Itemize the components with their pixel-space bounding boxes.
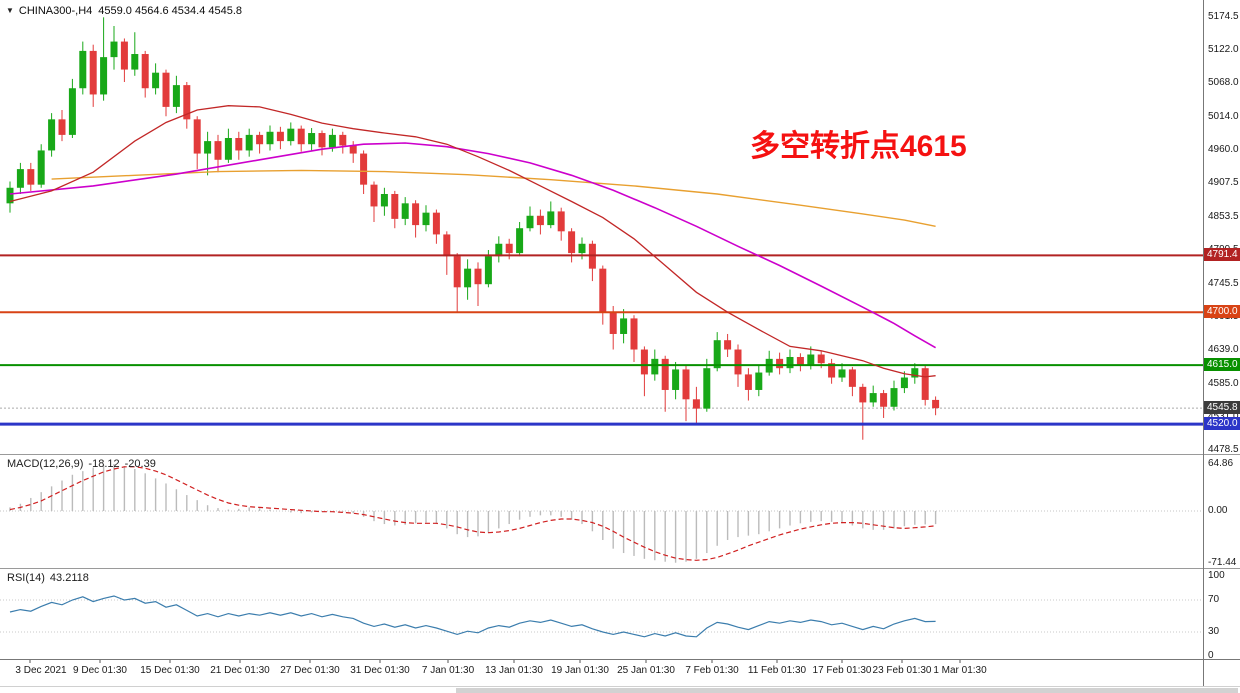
- time-axis-label: 27 Dec 01:30: [280, 665, 340, 676]
- rsi-value: 43.2118: [49, 572, 89, 584]
- price-axis-label: 4853.5: [1208, 210, 1239, 222]
- rsi-axis-label: 100: [1208, 570, 1225, 581]
- macd-histogram: [9, 463, 937, 563]
- price-axis-label: 4639.0: [1208, 344, 1239, 356]
- panel-separator-macd[interactable]: [0, 454, 1240, 455]
- macd-indicator-panel[interactable]: [0, 455, 1203, 568]
- ohlc-values: 4559.0 4564.6 4534.4 4545.8: [98, 5, 243, 17]
- price-axis-label: 4907.5: [1208, 177, 1239, 189]
- rsi-axis-label: 30: [1208, 626, 1220, 637]
- macd-axis-label: 64.86: [1208, 458, 1234, 469]
- rsi-axis-label: 70: [1208, 594, 1220, 605]
- ma-fast-red-line: [9, 105, 936, 378]
- horizontal-scrollbar[interactable]: [0, 686, 1240, 693]
- macd-name: MACD(12,26,9): [7, 458, 84, 470]
- main-price-panel[interactable]: [0, 0, 1203, 454]
- macd-axis-label: 0.00: [1208, 505, 1228, 516]
- collapse-chart-icon[interactable]: ▼: [6, 6, 14, 15]
- price-axis-label: 5174.5: [1208, 11, 1239, 22]
- macd-axis-label: -71.44: [1208, 556, 1237, 568]
- macd-value-signal: -20.39: [124, 458, 156, 470]
- price-axis[interactable]: 5174.5 5122.0 5068.0 5014.0 4960.0 4907.5 4853…: [1203, 0, 1240, 686]
- time-axis-label: 25 Jan 01:30: [617, 665, 675, 676]
- time-axis-label: 23 Feb 01:30: [872, 665, 932, 676]
- rsi-indicator-panel[interactable]: [0, 569, 1203, 659]
- time-ticks: [29, 660, 961, 663]
- time-axis-label: 3 Dec 2021: [15, 665, 67, 676]
- price-axis-label: 4585.0: [1208, 377, 1239, 389]
- macd-signal-line: [9, 466, 936, 561]
- time-axis-label: 15 Dec 01:30: [140, 665, 200, 676]
- rsi-label: RSI(14) 43.2118: [7, 572, 89, 584]
- current-price-badge: 4545.8: [1204, 401, 1240, 415]
- panel-separator-rsi[interactable]: [0, 568, 1240, 569]
- time-axis[interactable]: 3 Dec 2021 9 Dec 01:30 15 Dec 01:30 21 Dec …: [0, 659, 1240, 685]
- time-axis-label: 7 Feb 01:30: [685, 665, 739, 676]
- price-axis-label: 4531.0: [1208, 411, 1239, 423]
- price-level-badge: 4520.0: [1204, 417, 1240, 431]
- scrollbar-thumb[interactable]: [456, 688, 1238, 693]
- time-axis-label: 31 Dec 01:30: [350, 665, 410, 676]
- time-axis-label: 19 Jan 01:30: [551, 665, 609, 676]
- time-axis-label: 21 Dec 01:30: [210, 665, 270, 676]
- time-axis-label: 9 Dec 01:30: [73, 665, 127, 676]
- rsi-line: [9, 595, 936, 638]
- macd-value-main: -18.12: [88, 458, 120, 470]
- price-axis-label: 5014.0: [1208, 110, 1239, 122]
- symbol-period-label: CHINA300-,H4: [18, 5, 93, 17]
- price-level-badge: 4791.4: [1204, 248, 1240, 262]
- price-axis-label: 4960.0: [1208, 144, 1239, 156]
- rsi-name: RSI(14): [7, 572, 45, 584]
- candles-series: [6, 17, 940, 440]
- time-axis-label: 17 Feb 01:30: [812, 665, 872, 676]
- price-axis-label: 4745.5: [1208, 277, 1239, 289]
- price-axis-label: 5068.0: [1208, 77, 1239, 89]
- macd-label: MACD(12,26,9) -18.12 -20.39: [7, 458, 156, 470]
- price-level-badge: 4615.0: [1204, 358, 1240, 372]
- price-axis-label: 4478.5: [1208, 444, 1239, 455]
- ma-slow-orange-line: [51, 169, 936, 227]
- time-axis-label: 11 Feb 01:30: [747, 665, 807, 676]
- chart-title: ▼ CHINA300-,H4 4559.0 4564.6 4534.4 4545.8: [6, 5, 242, 17]
- time-axis-label: 1 Mar 01:30: [933, 665, 987, 676]
- annotation-text[interactable]: 多空转折点4615: [750, 130, 967, 163]
- time-axis-label: 13 Jan 01:30: [485, 665, 543, 676]
- price-axis-label: 5122.0: [1208, 43, 1239, 55]
- rsi-axis-label: 0: [1208, 650, 1214, 661]
- time-axis-label: 7 Jan 01:30: [421, 665, 475, 676]
- price-level-badge: 4700.0: [1204, 305, 1240, 319]
- horizontal-level-lines[interactable]: [0, 254, 1203, 426]
- ma-mid-magenta-line: [9, 142, 936, 349]
